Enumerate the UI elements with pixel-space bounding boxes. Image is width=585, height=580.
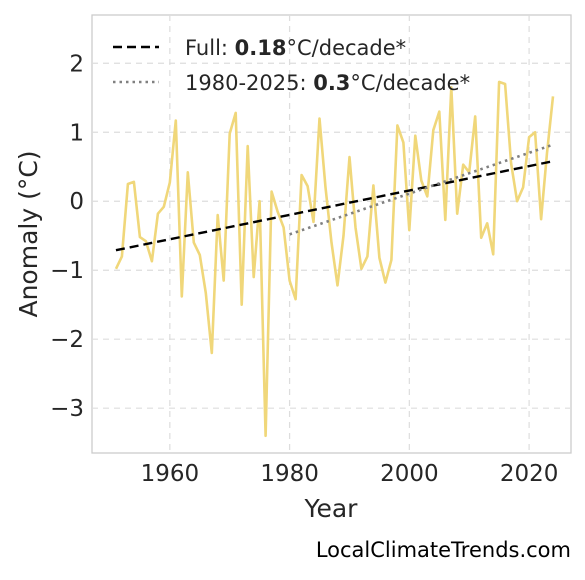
x-tick-label: 1980 bbox=[260, 461, 319, 487]
y-tick-label: −3 bbox=[50, 396, 84, 422]
legend-prefix: Full: bbox=[185, 36, 235, 60]
legend-entry: Full: 0.18°C/decade* bbox=[185, 36, 406, 60]
trend-line-recent bbox=[289, 143, 554, 236]
y-tick-label: 2 bbox=[69, 51, 84, 77]
trend-layer bbox=[115, 143, 554, 252]
grid bbox=[92, 15, 571, 453]
legend-suffix: °C/decade* bbox=[350, 71, 470, 95]
legend-value: 0.18 bbox=[235, 36, 287, 60]
legend-value: 0.3 bbox=[313, 71, 350, 95]
legend-entry: 1980-2025: 0.3°C/decade* bbox=[185, 71, 470, 95]
y-tick-label: −1 bbox=[50, 258, 84, 284]
anomaly-chart: 1960 1980 2000 2020 −3 −2 −1 0 1 2 Year Anomaly … bbox=[14, 14, 572, 523]
x-tick-label: 2000 bbox=[380, 461, 439, 487]
anomaly-series-line bbox=[114, 80, 555, 438]
site-credit: LocalClimateTrends.com bbox=[315, 538, 571, 562]
series-layer bbox=[114, 80, 555, 438]
x-tick-label: 2020 bbox=[500, 461, 559, 487]
y-tick-label: 0 bbox=[69, 189, 84, 215]
legend-prefix: 1980-2025: bbox=[185, 71, 313, 95]
y-axis-label: Anomaly (°C) bbox=[14, 150, 43, 317]
trend-line-full bbox=[115, 160, 554, 252]
x-tick-label: 1960 bbox=[141, 461, 200, 487]
y-tick-labels: −3 −2 −1 0 1 2 bbox=[50, 51, 84, 422]
legend: Full: 0.18°C/decade*1980-2025: 0.3°C/dec… bbox=[113, 36, 470, 95]
x-axis-label: Year bbox=[304, 494, 359, 523]
y-tick-label: 1 bbox=[69, 120, 84, 146]
x-tick-labels: 1960 1980 2000 2020 bbox=[141, 461, 559, 487]
y-tick-label: −2 bbox=[50, 327, 84, 353]
legend-suffix: °C/decade* bbox=[287, 36, 407, 60]
